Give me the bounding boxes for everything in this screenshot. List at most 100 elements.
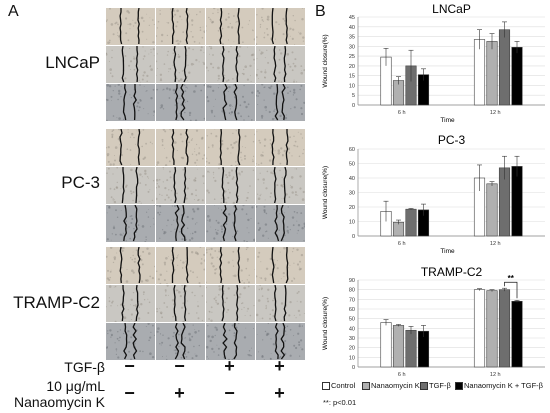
legend-label-combo: Nanaomycin K + TGF-β (464, 381, 543, 390)
legend-swatch-tgf (420, 382, 428, 390)
bar-trampc2-1-2 (498, 289, 511, 368)
micrograph-pc3-r3-c4 (256, 205, 305, 242)
y-tick-label-lncap: 40 (349, 25, 355, 31)
legend-label-nanaomycin: Nanaomycin K (371, 381, 420, 390)
y-tick-label-lncap: 45 (349, 15, 355, 21)
chart-title-trampc2: TRAMP-C2 (421, 265, 483, 279)
legend-label-tgf: TGF-β (429, 381, 451, 390)
nanaomycin-sign-col1: − (124, 383, 135, 403)
panel-b-letter: B (315, 3, 326, 20)
nanaomycin-name-label: Nanaomycin K (13, 394, 105, 410)
x-tick-label-pc3: 6 h (398, 241, 406, 247)
y-tick-label-trampc2: 20 (349, 346, 355, 352)
y-axis-label-trampc2: Wound closure(%) (322, 297, 329, 350)
legend-swatch-nanaomycin (362, 382, 370, 390)
nanaomycin-dose-label: 10 μg/mL (46, 378, 105, 394)
significance-bracket (504, 281, 518, 299)
tgf-beta-condition-label: TGF-β (64, 359, 105, 375)
nanaomycin-sign-col3: − (224, 383, 235, 403)
y-tick-label-lncap: 20 (349, 64, 355, 70)
y-tick-label-lncap: 5 (352, 93, 355, 99)
micrograph-trampc2-r3-c3 (206, 323, 255, 360)
bar-trampc2-0-1 (392, 325, 405, 368)
y-tick-label-lncap: 0 (352, 103, 355, 109)
nanaomycin-sign-col4: + (274, 383, 285, 403)
bar-pc3-1-1 (486, 183, 498, 237)
x-tick-label-pc3: 12 h (490, 241, 501, 247)
y-tick-label-pc3: 30 (349, 191, 355, 197)
y-tick-label-trampc2: 80 (349, 288, 355, 294)
y-tick-label-trampc2: 90 (349, 278, 355, 284)
legend-label-control: Control (331, 381, 356, 390)
micrograph-pc3-r2-c1 (106, 167, 155, 204)
micrograph-pc3-r2-c3 (206, 167, 255, 204)
y-axis-label-pc3: Wound closure(%) (322, 166, 329, 219)
micrograph-pc3-r3-c2 (156, 205, 205, 242)
y-tick-label-trampc2: 50 (349, 317, 355, 323)
bar-trampc2-0-2 (405, 329, 417, 368)
chart-title-lncap: LNCaP (432, 2, 471, 16)
micrograph-lncap-r2-c1 (106, 46, 155, 83)
micrograph-lncap-r3-c4 (256, 84, 305, 121)
y-axis-label-lncap: Wound closure(%) (322, 34, 329, 87)
micrograph-trampc2-r2-c4 (256, 285, 305, 322)
micrograph-pc3-r1-c3 (206, 129, 255, 166)
bar-lncap-1-2 (498, 29, 511, 106)
y-tick-label-trampc2: 30 (349, 336, 355, 342)
y-tick-label-lncap: 15 (349, 74, 355, 80)
micrograph-trampc2-r1-c1 (106, 247, 155, 284)
y-tick-label-lncap: 35 (349, 35, 355, 41)
y-tick-label-pc3: 50 (349, 162, 355, 168)
y-tick-label-pc3: 60 (349, 147, 355, 153)
panel-a-letter: A (8, 3, 19, 20)
bar-trampc2-1-0 (473, 289, 486, 368)
y-tick-label-trampc2: 10 (349, 355, 355, 361)
micrograph-lncap-r3-c1 (106, 84, 155, 121)
tgf-sign-col3: + (224, 356, 235, 376)
bar-lncap-1-3 (511, 47, 523, 106)
y-tick-label-trampc2: 70 (349, 297, 355, 303)
micrograph-lncap-r2-c4 (256, 46, 305, 83)
bar-trampc2-1-1 (486, 290, 498, 368)
bar-pc3-1-3 (511, 166, 523, 237)
bar-lncap-1-0 (473, 39, 486, 106)
tgf-sign-col1: − (124, 356, 135, 376)
micrograph-pc3-r1-c1 (106, 129, 155, 166)
y-tick-label-lncap: 30 (349, 44, 355, 50)
wound-healing-micrograph-grid (0, 0, 310, 360)
micrograph-pc3-r2-c2 (156, 167, 205, 204)
y-tick-label-trampc2: 0 (352, 365, 355, 371)
x-tick-label-lncap: 6 h (398, 110, 406, 116)
y-tick-label-trampc2: 60 (349, 307, 355, 313)
micrograph-lncap-r3-c3 (206, 84, 255, 121)
bar-pc3-0-2 (405, 208, 417, 237)
micrograph-trampc2-r3-c2 (156, 323, 205, 360)
y-tick-label-pc3: 0 (352, 234, 355, 240)
cell-line-label-pc3: PC-3 (61, 173, 100, 192)
micrograph-trampc2-r2-c1 (106, 285, 155, 322)
legend-swatch-control (322, 382, 330, 390)
micrograph-trampc2-r2-c2 (156, 285, 205, 322)
micrograph-pc3-r1-c4 (256, 129, 305, 166)
y-tick-label-lncap: 25 (349, 54, 355, 60)
nanaomycin-sign-col2: + (174, 383, 185, 403)
y-tick-label-lncap: 10 (349, 83, 355, 89)
tgf-sign-col4: + (274, 356, 285, 376)
micrograph-trampc2-r2-c3 (206, 285, 255, 322)
micrograph-pc3-r1-c2 (156, 129, 205, 166)
micrograph-trampc2-r3-c1 (106, 323, 155, 360)
bar-lncap-1-1 (486, 41, 498, 106)
micrograph-lncap-r1-c3 (206, 8, 255, 45)
chart-title-pc3: PC-3 (438, 133, 466, 147)
micrograph-lncap-r2-c3 (206, 46, 255, 83)
cell-line-label-trampc2: TRAMP-C2 (13, 293, 100, 312)
micrograph-lncap-r1-c1 (106, 8, 155, 45)
wound-closure-charts: LNCaP 0 5 10 15 20 25 30 35 40 45 Wound closure(%) 6… (315, 0, 550, 386)
micrograph-lncap-r2-c2 (156, 46, 205, 83)
x-axis-label-pc3: Time (440, 248, 455, 255)
chart-legend: Control Nanaomycin K TGF-β Nanaomycin K … (322, 381, 550, 393)
micrograph-trampc2-r1-c4 (256, 247, 305, 284)
x-tick-label-lncap: 12 h (490, 110, 501, 116)
bar-trampc2-1-3 (511, 300, 523, 368)
x-tick-label-trampc2: 12 h (490, 372, 501, 378)
